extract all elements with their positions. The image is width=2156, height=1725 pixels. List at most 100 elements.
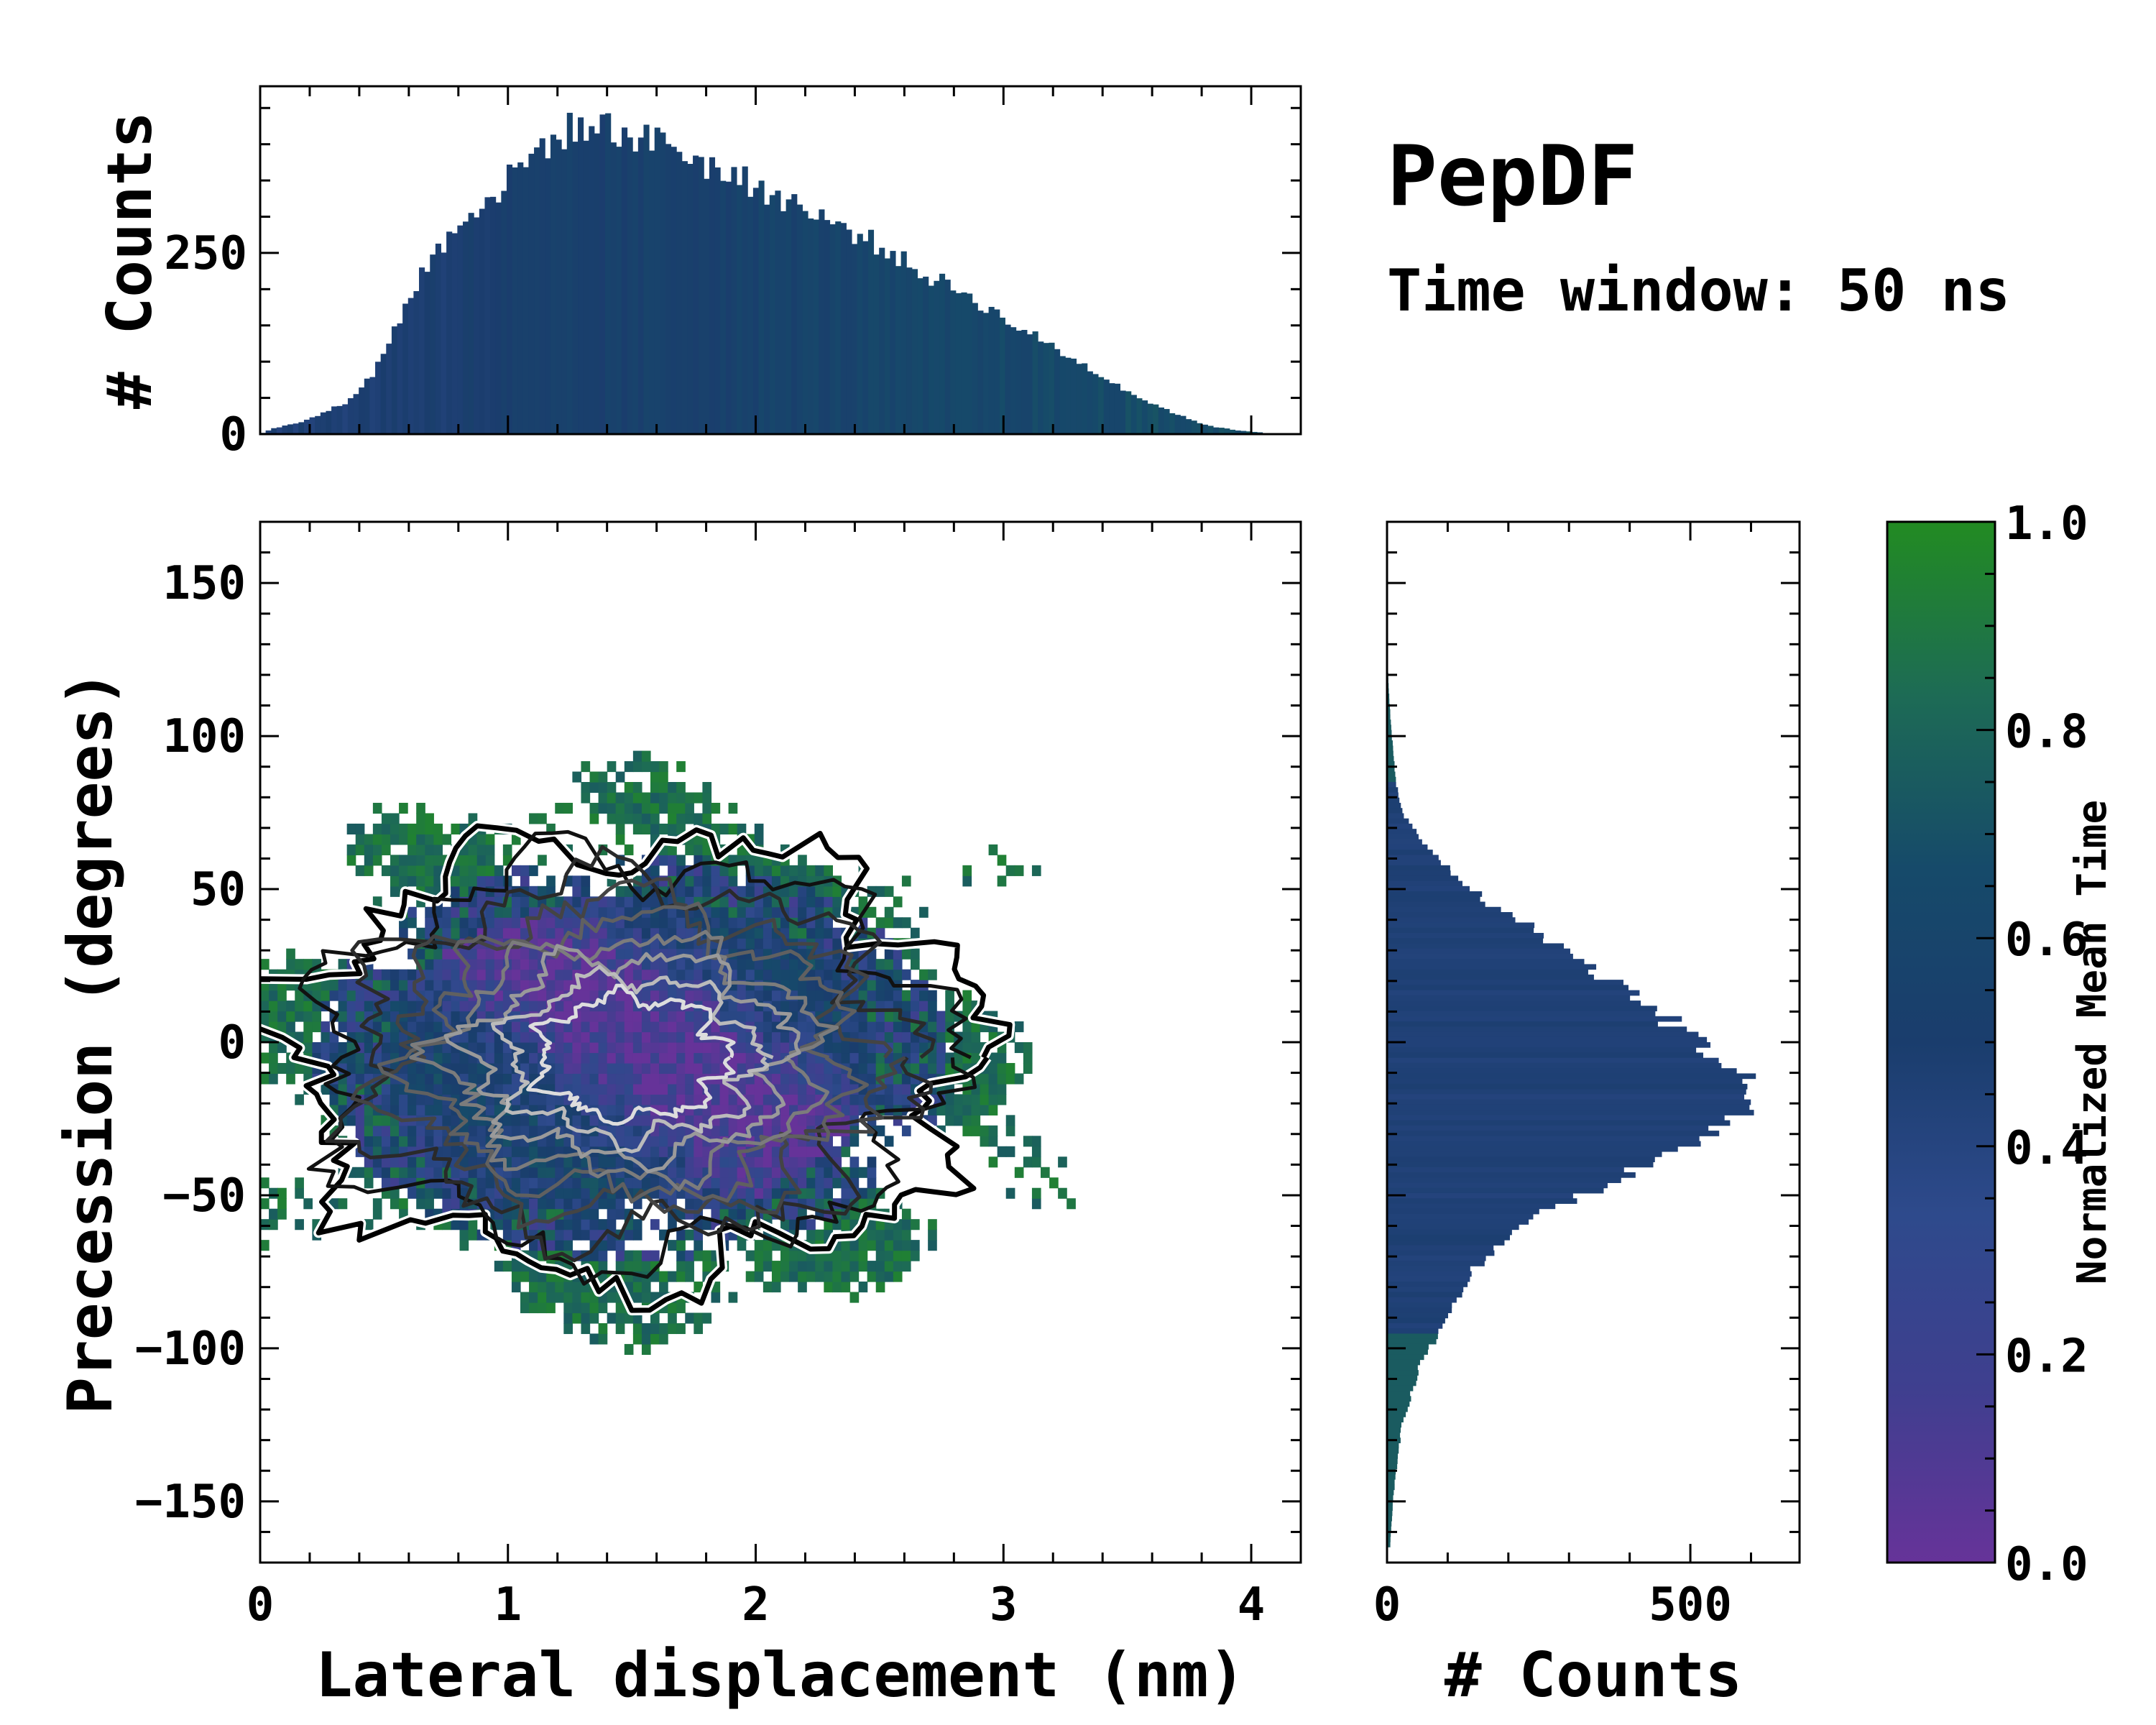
heatmap-cell — [546, 1136, 556, 1147]
heatmap-cell — [676, 1229, 686, 1241]
top-histogram-bar — [747, 196, 754, 434]
heatmap-cell — [694, 948, 703, 960]
heatmap-cell — [399, 865, 408, 876]
heatmap-cell — [546, 1198, 556, 1210]
top-histogram-bar — [890, 251, 896, 434]
heatmap-cell — [476, 1021, 487, 1033]
heatmap-cell — [607, 761, 617, 773]
heatmap-cell — [372, 823, 382, 834]
right-histogram-bar — [1387, 1151, 1662, 1157]
right-histogram-bar — [1387, 1162, 1654, 1168]
heatmap-cell — [485, 1083, 495, 1095]
heatmap-cell — [711, 1042, 721, 1054]
heatmap-cell — [1005, 1125, 1015, 1136]
heatmap-cell — [694, 1250, 703, 1261]
heatmap-cell — [451, 927, 461, 939]
heatmap-cell — [546, 875, 556, 887]
heatmap-cell — [641, 990, 651, 1001]
heatmap-cell — [928, 1011, 937, 1022]
heatmap-cell — [841, 1104, 851, 1116]
heatmap-cell — [971, 1125, 981, 1136]
heatmap-cell — [425, 1198, 434, 1210]
right-histogram-bar — [1387, 870, 1451, 876]
y-tick-label: 100 — [162, 710, 246, 763]
heatmap-cell — [451, 823, 461, 834]
heatmap-cell — [694, 1094, 703, 1105]
heatmap-cell — [589, 771, 599, 783]
heatmap-cell — [581, 792, 591, 804]
heatmap-cell — [442, 834, 452, 845]
heatmap-cell — [893, 1042, 903, 1054]
heatmap-cell — [286, 1000, 295, 1012]
heatmap-cell — [875, 1219, 885, 1230]
heatmap-cell — [702, 1062, 712, 1075]
density-contour — [490, 965, 774, 1154]
heatmap-cell — [511, 1261, 521, 1272]
heatmap-cell — [381, 969, 391, 980]
right-histogram-bar — [1387, 1000, 1641, 1006]
top-histogram-bar — [1202, 424, 1208, 434]
top-histogram-bar — [1245, 431, 1252, 434]
right-histogram-bar — [1387, 959, 1585, 965]
heatmap-cell — [659, 1125, 668, 1136]
heatmap-cell — [945, 1011, 954, 1022]
heatmap-cell — [520, 865, 530, 876]
heatmap-cell — [476, 969, 487, 980]
right-histogram-bar — [1387, 1234, 1510, 1241]
heatmap-cell — [962, 1094, 972, 1105]
heatmap-cell — [719, 1177, 729, 1189]
heatmap-cell — [624, 792, 634, 804]
heatmap-cell — [416, 1167, 425, 1178]
x-tick-label: 0 — [247, 1578, 275, 1632]
heatmap-cell — [659, 1042, 668, 1054]
heatmap-cell — [668, 813, 677, 824]
heatmap-cell — [919, 1000, 929, 1012]
heatmap-cell — [849, 1094, 860, 1105]
heatmap-cell — [659, 990, 668, 1001]
heatmap-cell — [694, 792, 703, 804]
heatmap-cell — [459, 1240, 469, 1251]
heatmap-cell — [520, 1094, 530, 1105]
heatmap-cell — [607, 896, 617, 908]
heatmap-cell — [962, 1115, 972, 1126]
heatmap-cell — [485, 1187, 495, 1199]
right-histogram-bar — [1387, 1479, 1395, 1485]
heatmap-cell — [641, 1011, 651, 1022]
heatmap-cell — [494, 917, 504, 929]
heatmap-cell — [364, 855, 374, 866]
heatmap-cell — [572, 1115, 582, 1126]
top-histogram-bar — [862, 241, 869, 434]
right-histogram-bar — [1387, 1261, 1485, 1266]
heatmap-cell — [589, 1094, 599, 1105]
heatmap-cell — [798, 1052, 807, 1064]
top-histogram-bar — [435, 243, 441, 434]
heatmap-cell — [928, 969, 937, 980]
heatmap-cell — [815, 1177, 824, 1189]
heatmap-cell — [381, 1094, 391, 1105]
heatmap-cell — [928, 990, 937, 1001]
heatmap-cell — [589, 990, 599, 1001]
right-histogram-bar — [1387, 740, 1393, 746]
top-histogram-bar — [802, 211, 808, 434]
heatmap-cell — [806, 1187, 816, 1199]
heatmap-cell — [676, 917, 686, 929]
heatmap-cell — [763, 938, 773, 949]
heatmap-cell — [641, 917, 651, 929]
heatmap-cell — [624, 1062, 634, 1075]
heatmap-cell — [520, 1125, 530, 1136]
heatmap-cell — [849, 1167, 860, 1178]
heatmap-cell — [416, 813, 425, 824]
heatmap-cell — [841, 1219, 851, 1230]
heatmap-cell — [659, 1094, 668, 1105]
heatmap-cell — [607, 1156, 617, 1168]
heatmap-cell — [372, 844, 382, 855]
heatmap-cell — [511, 1229, 521, 1241]
top-histogram-bar — [857, 234, 863, 434]
heatmap-cell — [911, 1250, 920, 1261]
right-histogram-bar — [1387, 802, 1401, 809]
right-histogram-bar — [1387, 1333, 1438, 1340]
heatmap-cell — [763, 865, 773, 876]
top-histogram-bar — [1207, 426, 1214, 434]
heatmap-cell — [815, 927, 824, 939]
